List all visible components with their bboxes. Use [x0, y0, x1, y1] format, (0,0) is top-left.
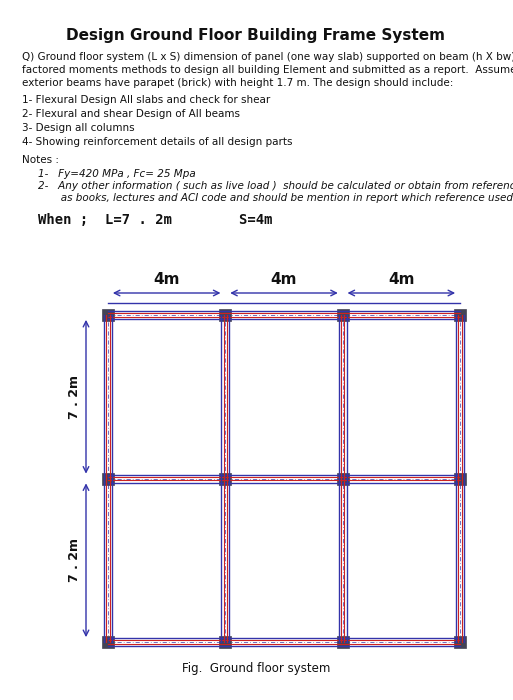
Text: When ;  L=7 . 2m        S=4m: When ; L=7 . 2m S=4m [38, 213, 272, 227]
Text: 3- Design all columns: 3- Design all columns [22, 123, 134, 133]
Bar [102, 309, 114, 321]
Text: 7 . 2m: 7 . 2m [68, 538, 81, 582]
Text: Fig.  Ground floor system: Fig. Ground floor system [182, 662, 330, 675]
Text: factored moments methods to design all building Element and submitted as a repor: factored moments methods to design all b… [22, 65, 513, 75]
Bar [337, 309, 349, 321]
Bar [337, 473, 349, 484]
Text: 1- Flexural Design All slabs and check for shear: 1- Flexural Design All slabs and check f… [22, 95, 270, 105]
Text: 4m: 4m [388, 272, 415, 287]
Text: Design Ground Floor Building Frame System: Design Ground Floor Building Frame Syste… [67, 28, 445, 43]
Bar [102, 473, 114, 484]
Text: Q) Ground floor system (L x S) dimension of panel (one way slab) supported on be: Q) Ground floor system (L x S) dimension… [22, 52, 513, 62]
Bar [220, 636, 231, 648]
Text: 4m: 4m [271, 272, 297, 287]
Text: exterior beams have parapet (brick) with height 1.7 m. The design should include: exterior beams have parapet (brick) with… [22, 78, 453, 88]
Text: as books, lectures and ACI code and should be mention in report which reference : as books, lectures and ACI code and shou… [38, 193, 513, 203]
Bar [454, 309, 466, 321]
Text: 7 . 2m: 7 . 2m [68, 374, 81, 419]
Bar [454, 473, 466, 484]
Text: 4m: 4m [153, 272, 180, 287]
Bar [337, 636, 349, 648]
Text: 4- Showing reinforcement details of all design parts: 4- Showing reinforcement details of all … [22, 137, 292, 147]
Text: 2- Flexural and shear Design of All beams: 2- Flexural and shear Design of All beam… [22, 109, 240, 119]
Text: 2-   Any other information ( such as live load )  should be calculated or obtain: 2- Any other information ( such as live … [38, 181, 513, 191]
Text: 1-   Fy=420 MPa , Fc= 25 Mpa: 1- Fy=420 MPa , Fc= 25 Mpa [38, 169, 196, 179]
Bar [220, 473, 231, 484]
Bar [454, 636, 466, 648]
Text: Notes :: Notes : [22, 155, 59, 165]
Bar [102, 636, 114, 648]
Bar [220, 309, 231, 321]
